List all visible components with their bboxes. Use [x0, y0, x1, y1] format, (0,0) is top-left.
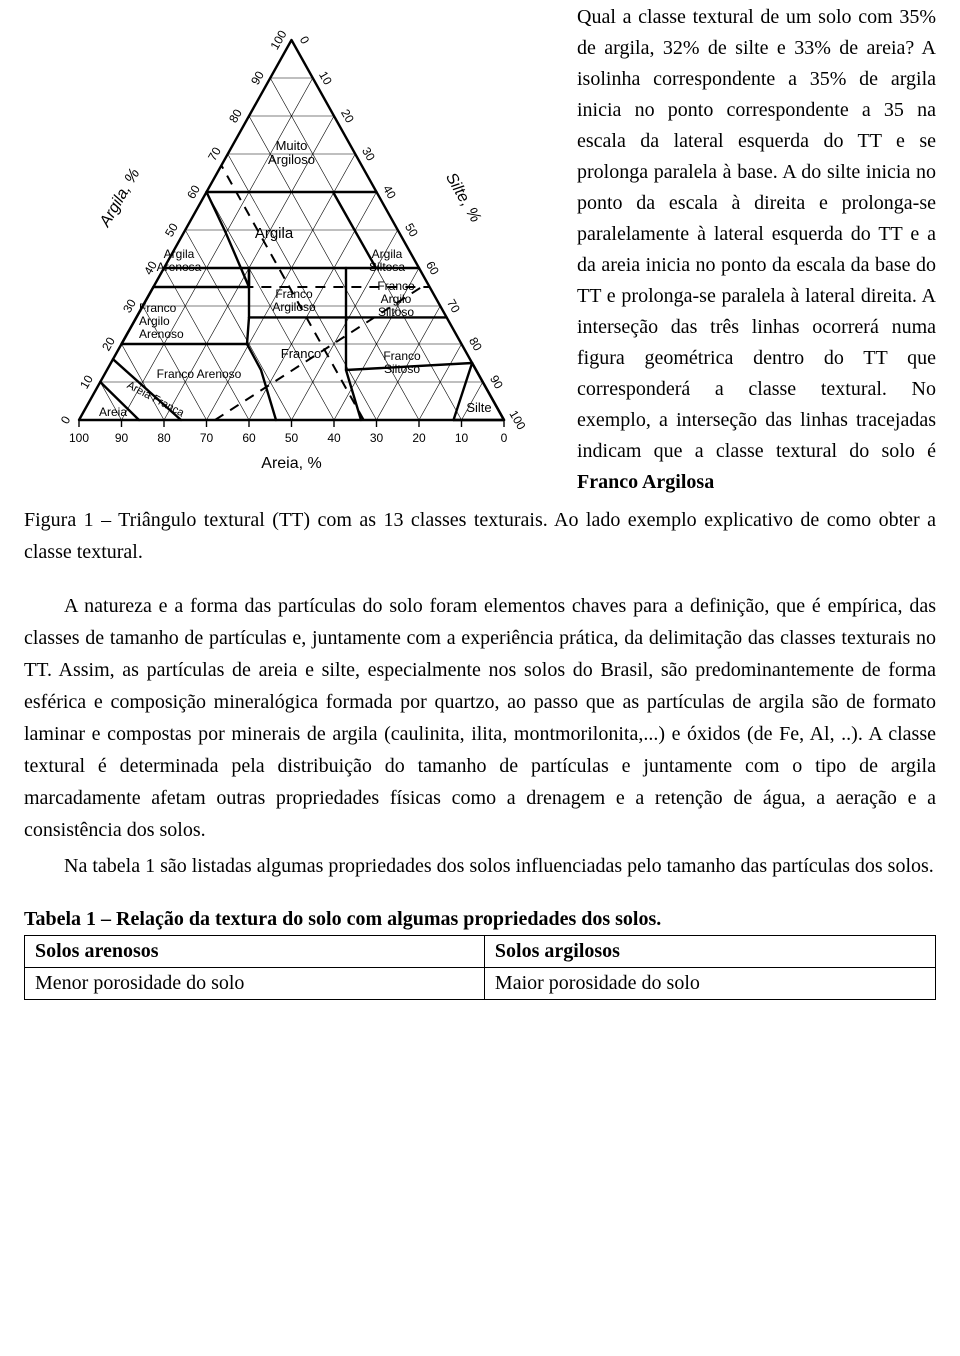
lt-60: 60	[184, 182, 203, 201]
bt-0: 0	[501, 431, 508, 445]
bt-100: 100	[69, 431, 89, 445]
body-paragraph-2: Na tabela 1 são listadas algumas proprie…	[24, 850, 936, 882]
rt-90: 90	[487, 373, 506, 392]
bt-90: 90	[115, 431, 129, 445]
table-header-argilosos: Solos argilosos	[484, 936, 935, 968]
axis-bottom-label: Areia, %	[261, 455, 321, 472]
table-header-arenosos: Solos arenosos	[25, 936, 485, 968]
region-franco-siltoso: FrancoSiltoso	[383, 349, 421, 376]
region-franco-argilo-arenoso: FrancoArgiloArenoso	[139, 301, 184, 341]
rt-10: 10	[316, 69, 335, 88]
side-text-bold: Franco Argilosa	[577, 471, 714, 493]
table-row-0-col-0: Menor porosidade do solo	[25, 968, 485, 1000]
region-franco-argiloso: FrancoArgiloso	[272, 287, 316, 314]
rt-50: 50	[402, 221, 421, 240]
table-row-0-col-1: Maior porosidade do solo	[484, 968, 935, 1000]
rt-0: 0	[297, 34, 313, 47]
lt-50: 50	[162, 220, 181, 239]
lt-20: 20	[99, 334, 118, 353]
region-franco-argilo-siltoso: FrancoArgiloSiltoso	[377, 279, 415, 319]
bt-70: 70	[200, 431, 214, 445]
rt-40: 40	[380, 183, 399, 202]
lt-10: 10	[77, 372, 96, 391]
figure-caption: Figura 1 – Triângulo textural (TT) com a…	[24, 504, 936, 568]
region-argila-siltosa: ArgilaSiltosa	[369, 247, 405, 274]
lt-0: 0	[58, 413, 74, 426]
region-areia: Areia	[99, 405, 127, 419]
region-argila-arenosa: ArgilaArenosa	[157, 247, 202, 274]
bt-80: 80	[157, 431, 171, 445]
rt-20: 20	[338, 107, 357, 126]
bt-10: 10	[455, 431, 469, 445]
bt-50: 50	[285, 431, 299, 445]
lt-70: 70	[205, 144, 224, 163]
region-argila: Argila	[255, 225, 294, 242]
rt-30: 30	[359, 145, 378, 164]
rt-70: 70	[444, 297, 463, 316]
ternary-triangle: 100 90 80 70 60 50 40 30 20 10 0 0 10 20	[24, 0, 559, 485]
region-silte: Silte	[466, 400, 491, 415]
region-franco: Franco	[281, 346, 321, 361]
region-franco-arenoso: Franco Arenoso	[157, 367, 242, 381]
bt-40: 40	[327, 431, 341, 445]
axis-right-label: Silte, %	[442, 170, 484, 225]
lt-90: 90	[248, 68, 267, 87]
axis-left-label: Argila, %	[96, 166, 143, 231]
properties-table: Solos arenosos Solos argilosos Menor por…	[24, 935, 936, 1000]
rt-80: 80	[466, 335, 485, 354]
side-explanation: Qual a classe textural de um solo com 35…	[577, 0, 936, 498]
rt-100: 100	[506, 408, 528, 433]
region-muito-argiloso: MuitoArgiloso	[268, 138, 315, 167]
rt-60: 60	[423, 259, 442, 278]
bt-30: 30	[370, 431, 384, 445]
lt-80: 80	[226, 106, 245, 125]
body-paragraph-1: A natureza e a forma das partículas do s…	[24, 590, 936, 846]
side-text-body: Qual a classe textural de um solo com 35…	[577, 6, 936, 462]
bt-20: 20	[412, 431, 426, 445]
lt-30: 30	[120, 296, 139, 315]
table-title: Tabela 1 – Relação da textura do solo co…	[24, 908, 936, 931]
bt-60: 60	[242, 431, 256, 445]
